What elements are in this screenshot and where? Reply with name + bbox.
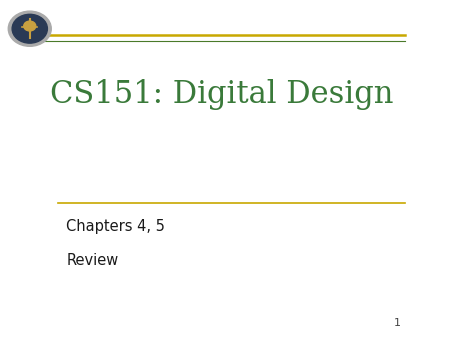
Text: CS151: Digital Design: CS151: Digital Design xyxy=(50,79,393,110)
Text: Review: Review xyxy=(66,253,118,268)
Text: 1: 1 xyxy=(394,318,401,328)
Circle shape xyxy=(12,14,47,43)
Circle shape xyxy=(24,21,36,31)
Circle shape xyxy=(8,11,51,46)
Text: Chapters 4, 5: Chapters 4, 5 xyxy=(66,219,165,234)
